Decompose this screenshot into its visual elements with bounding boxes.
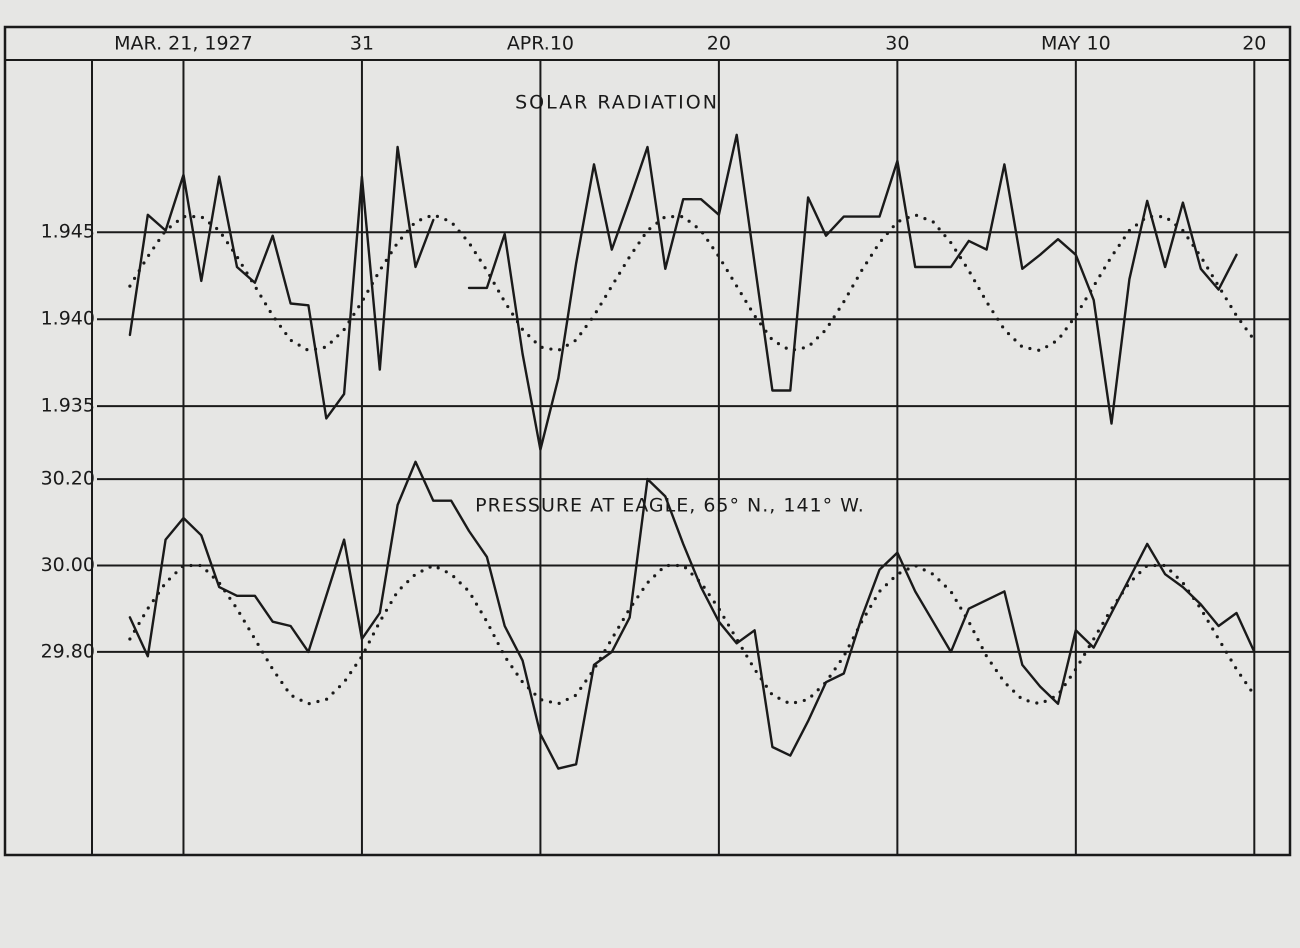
- x-tick-label: 30: [885, 33, 909, 55]
- x-tick-label: APR.10: [507, 33, 574, 55]
- annotation: SOLAR RADIATION: [515, 92, 719, 114]
- y-tick-label: 30.20: [41, 468, 95, 490]
- y-tick-label: 1.935: [41, 395, 95, 417]
- series-line: [128, 460, 1256, 770]
- series-line: [128, 563, 1256, 706]
- x-tick-label: MAY 10: [1041, 33, 1111, 55]
- y-tick-label: 1.940: [41, 308, 95, 330]
- y-tick-label: 29.80: [41, 640, 95, 662]
- x-tick-label: 20: [1242, 33, 1266, 55]
- x-tick-label: 20: [707, 33, 731, 55]
- y-tick-label: 30.00: [41, 554, 95, 576]
- frame: [3, 25, 1292, 857]
- y-tick-label: 1.945: [41, 221, 95, 243]
- x-tick-label: MAR. 21, 1927: [114, 33, 253, 55]
- series-line: [128, 213, 1256, 353]
- series-line: [128, 133, 1238, 451]
- x-tick-label: 31: [350, 33, 374, 55]
